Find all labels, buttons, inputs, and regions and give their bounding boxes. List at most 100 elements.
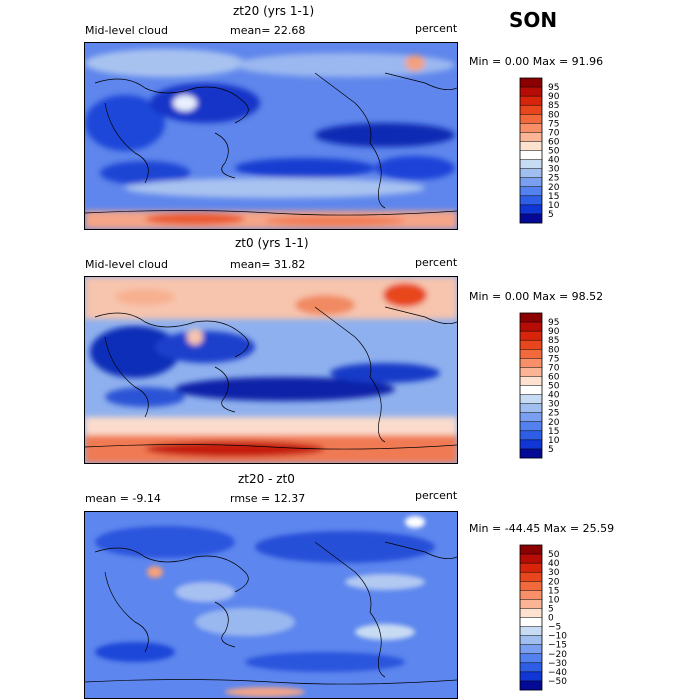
colorbar-swatch	[520, 78, 542, 88]
colorbar-swatch	[520, 213, 542, 224]
colorbar-swatch	[520, 159, 542, 169]
colorbar-tick-label: 40	[548, 156, 560, 166]
panel-2-mean-label: mean= 31.82	[230, 258, 306, 271]
season-label: SON	[509, 8, 558, 32]
colorbar-swatch	[520, 349, 542, 359]
colorbar-tick-label: 5	[548, 445, 554, 455]
colorbar-swatch	[520, 563, 542, 573]
panel-2-map-field	[85, 277, 457, 463]
colorbar-swatch	[520, 204, 542, 215]
colorbar-swatch	[520, 626, 542, 636]
colorbar-swatch	[520, 599, 542, 609]
colorbar-swatch	[520, 132, 542, 142]
colorbar-tick-label: 25	[548, 174, 559, 184]
colorbar-swatch	[520, 385, 542, 395]
panel-1-units-label: percent	[415, 22, 458, 35]
colorbar-tick-label: 60	[548, 137, 560, 147]
colorbar-swatch	[520, 590, 542, 600]
colorbar-swatch	[520, 635, 542, 645]
colorbar-swatch	[520, 376, 542, 386]
colorbar-swatch	[520, 123, 542, 133]
colorbar-swatch	[520, 671, 542, 682]
colorbar-tick-label: 90	[548, 327, 560, 337]
colorbar-swatch	[520, 87, 542, 97]
colorbar-swatch	[520, 644, 542, 655]
colorbar-tick-label: −30	[548, 659, 567, 669]
panel-2-minmax: Min = 0.00 Max = 98.52	[469, 290, 604, 303]
colorbar-swatch	[520, 313, 542, 323]
colorbar-swatch	[520, 114, 542, 124]
colorbar-swatch	[520, 430, 542, 441]
colorbar-tick-label: 20	[548, 418, 560, 428]
colorbar-swatch	[520, 394, 542, 404]
colorbar-tick-label: 85	[548, 101, 559, 111]
panel-3-map-field	[85, 512, 457, 698]
colorbar-tick-label: 95	[548, 83, 559, 93]
colorbar-tick-label: 90	[548, 92, 560, 102]
colorbar-tick-label: 20	[548, 183, 560, 193]
colorbar-tick-label: 40	[548, 559, 560, 569]
colorbar-tick-label: 10	[548, 436, 560, 446]
colorbar-tick-label: 80	[548, 345, 560, 355]
panel-2-title: zt0 (yrs 1-1)	[235, 236, 309, 250]
colorbar-swatch	[520, 322, 542, 332]
colorbar-swatch	[520, 195, 542, 206]
colorbar-swatch	[520, 96, 542, 106]
colorbar-tick-label: −50	[548, 677, 567, 687]
colorbar-tick-label: 30	[548, 568, 560, 578]
colorbar-tick-label: 15	[548, 586, 559, 596]
colorbar-swatch	[520, 168, 542, 178]
colorbar-swatch	[520, 340, 542, 350]
panel-2-map	[84, 276, 458, 464]
colorbar-tick-label: 20	[548, 577, 560, 587]
panel-3-colorbar: 50 40 30 20 15 10 5 0 −5 −10 −15 −20 −30 −40 −50	[519, 544, 567, 691]
colorbar-swatch	[520, 177, 542, 188]
colorbar-swatch	[520, 680, 542, 691]
panel-3-minmax: Min = -44.45 Max = 25.59	[469, 522, 615, 535]
colorbar-tick-label: 10	[548, 595, 560, 605]
colorbar-swatch	[520, 662, 542, 673]
colorbar-tick-label: 50	[548, 147, 560, 157]
panel-1-title: zt20 (yrs 1-1)	[233, 4, 315, 18]
colorbar-tick-label: 50	[548, 382, 560, 392]
colorbar-tick-label: 15	[548, 427, 559, 437]
panel-3-mean-label: mean = -9.14	[85, 492, 161, 505]
panel-2-variable-label: Mid-level cloud	[85, 258, 168, 271]
panel-1-map-field	[85, 43, 457, 229]
panel-3-title: zt20 - zt0	[238, 472, 295, 486]
colorbar-swatch	[520, 581, 542, 591]
panel-3-map	[84, 511, 458, 699]
colorbar-tick-label: 15	[548, 192, 559, 202]
colorbar-tick-label: 85	[548, 336, 559, 346]
colorbar-swatch	[520, 412, 542, 423]
colorbar-tick-label: 5	[548, 210, 554, 220]
colorbar-swatch	[520, 554, 542, 564]
colorbar-tick-label: 95	[548, 318, 559, 328]
colorbar-tick-label: 75	[548, 119, 559, 129]
colorbar-swatch	[520, 105, 542, 115]
colorbar-tick-label: 5	[548, 604, 554, 614]
colorbar-tick-label: 30	[548, 165, 560, 175]
panel-2-colorbar: 95 90 85 80 75 70 60 50 40 30 25 20 15 10 5	[519, 312, 560, 459]
colorbar-tick-label: 25	[548, 409, 559, 419]
panel-1-map	[84, 42, 458, 230]
colorbar-tick-label: −10	[548, 632, 567, 642]
colorbar-tick-label: 0	[548, 614, 554, 624]
colorbar-swatch	[520, 572, 542, 582]
colorbar-swatch	[520, 448, 542, 459]
colorbar-tick-label: 60	[548, 372, 560, 382]
colorbar-tick-label: 10	[548, 201, 560, 211]
panel-1-colorbar: 95 90 85 80 75 70 60 50 40 30 25 20 15 10 5	[519, 77, 560, 224]
colorbar-swatch	[520, 608, 542, 618]
colorbar-swatch	[520, 653, 542, 664]
colorbar-tick-label: −5	[548, 623, 561, 633]
colorbar-tick-label: −15	[548, 641, 567, 651]
colorbar-tick-label: 70	[548, 128, 560, 138]
panel-1-minmax: Min = 0.00 Max = 91.96	[469, 55, 604, 68]
colorbar-swatch	[520, 141, 542, 151]
colorbar-swatch	[520, 421, 542, 432]
panel-2-units-label: percent	[415, 256, 458, 269]
